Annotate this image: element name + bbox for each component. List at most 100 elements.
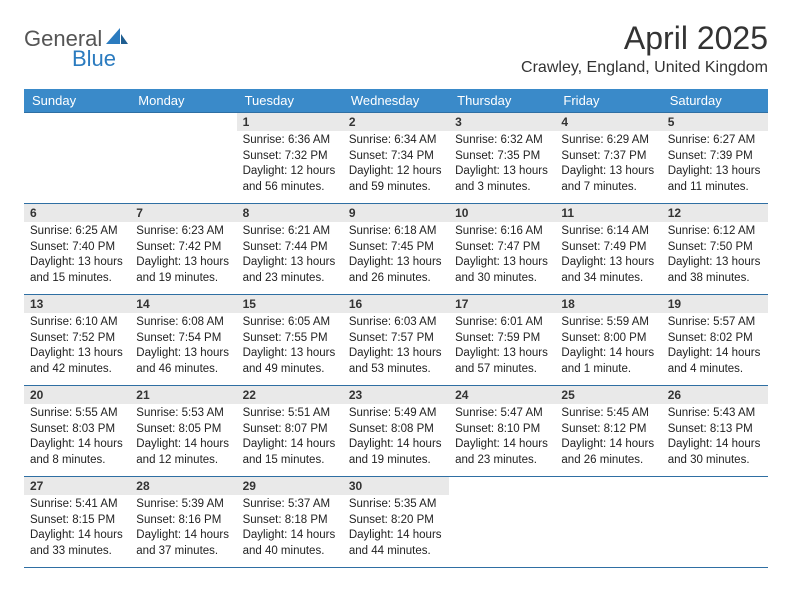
calendar-cell bbox=[662, 477, 768, 568]
sunset-line: Sunset: 7:54 PM bbox=[136, 331, 230, 347]
day-number: 13 bbox=[24, 295, 130, 313]
sunrise-line: Sunrise: 6:16 AM bbox=[455, 224, 549, 240]
daylight-line: Daylight: 13 hours and 38 minutes. bbox=[668, 255, 762, 286]
sunrise-line: Sunrise: 6:32 AM bbox=[455, 133, 549, 149]
day-details: Sunrise: 6:29 AMSunset: 7:37 PMDaylight:… bbox=[555, 131, 661, 203]
daylight-line: Daylight: 13 hours and 3 minutes. bbox=[455, 164, 549, 195]
sunrise-line: Sunrise: 5:49 AM bbox=[349, 406, 443, 422]
weekday-head: Friday bbox=[555, 89, 661, 113]
sunset-line: Sunset: 8:16 PM bbox=[136, 513, 230, 529]
sunrise-line: Sunrise: 6:36 AM bbox=[243, 133, 337, 149]
daylight-line: Daylight: 14 hours and 40 minutes. bbox=[243, 528, 337, 559]
calendar-cell: 11Sunrise: 6:14 AMSunset: 7:49 PMDayligh… bbox=[555, 204, 661, 295]
sunset-line: Sunset: 7:55 PM bbox=[243, 331, 337, 347]
day-number: 12 bbox=[662, 204, 768, 222]
calendar-cell: 18Sunrise: 5:59 AMSunset: 8:00 PMDayligh… bbox=[555, 295, 661, 386]
daylight-line: Daylight: 13 hours and 23 minutes. bbox=[243, 255, 337, 286]
day-number: 7 bbox=[130, 204, 236, 222]
sunset-line: Sunset: 7:35 PM bbox=[455, 149, 549, 165]
calendar-cell: 19Sunrise: 5:57 AMSunset: 8:02 PMDayligh… bbox=[662, 295, 768, 386]
calendar-row: 6Sunrise: 6:25 AMSunset: 7:40 PMDaylight… bbox=[24, 204, 768, 295]
sunset-line: Sunset: 8:18 PM bbox=[243, 513, 337, 529]
daylight-line: Daylight: 13 hours and 46 minutes. bbox=[136, 346, 230, 377]
header: General Blue April 2025 Crawley, England… bbox=[24, 20, 768, 77]
day-number: 22 bbox=[237, 386, 343, 404]
sunrise-line: Sunrise: 5:53 AM bbox=[136, 406, 230, 422]
calendar-cell: 20Sunrise: 5:55 AMSunset: 8:03 PMDayligh… bbox=[24, 386, 130, 477]
day-number: 14 bbox=[130, 295, 236, 313]
sunrise-line: Sunrise: 5:39 AM bbox=[136, 497, 230, 513]
day-number: 25 bbox=[555, 386, 661, 404]
day-details: Sunrise: 6:12 AMSunset: 7:50 PMDaylight:… bbox=[662, 222, 768, 294]
calendar-cell bbox=[555, 477, 661, 568]
day-details: Sunrise: 5:43 AMSunset: 8:13 PMDaylight:… bbox=[662, 404, 768, 476]
sunset-line: Sunset: 8:07 PM bbox=[243, 422, 337, 438]
day-details: Sunrise: 6:32 AMSunset: 7:35 PMDaylight:… bbox=[449, 131, 555, 203]
sunset-line: Sunset: 8:15 PM bbox=[30, 513, 124, 529]
day-details: Sunrise: 6:05 AMSunset: 7:55 PMDaylight:… bbox=[237, 313, 343, 385]
day-number: 15 bbox=[237, 295, 343, 313]
calendar-body: 1Sunrise: 6:36 AMSunset: 7:32 PMDaylight… bbox=[24, 113, 768, 568]
day-number: 8 bbox=[237, 204, 343, 222]
daylight-line: Daylight: 14 hours and 44 minutes. bbox=[349, 528, 443, 559]
sunrise-line: Sunrise: 5:41 AM bbox=[30, 497, 124, 513]
calendar-cell: 16Sunrise: 6:03 AMSunset: 7:57 PMDayligh… bbox=[343, 295, 449, 386]
daylight-line: Daylight: 13 hours and 42 minutes. bbox=[30, 346, 124, 377]
day-details: Sunrise: 5:35 AMSunset: 8:20 PMDaylight:… bbox=[343, 495, 449, 567]
day-details: Sunrise: 5:47 AMSunset: 8:10 PMDaylight:… bbox=[449, 404, 555, 476]
calendar-cell: 8Sunrise: 6:21 AMSunset: 7:44 PMDaylight… bbox=[237, 204, 343, 295]
day-details: Sunrise: 6:14 AMSunset: 7:49 PMDaylight:… bbox=[555, 222, 661, 294]
logo: General Blue bbox=[24, 26, 128, 52]
daylight-line: Daylight: 13 hours and 26 minutes. bbox=[349, 255, 443, 286]
day-details: Sunrise: 6:36 AMSunset: 7:32 PMDaylight:… bbox=[237, 131, 343, 203]
daylight-line: Daylight: 13 hours and 11 minutes. bbox=[668, 164, 762, 195]
calendar-cell: 28Sunrise: 5:39 AMSunset: 8:16 PMDayligh… bbox=[130, 477, 236, 568]
day-number: 24 bbox=[449, 386, 555, 404]
day-details: Sunrise: 5:53 AMSunset: 8:05 PMDaylight:… bbox=[130, 404, 236, 476]
sunset-line: Sunset: 8:05 PM bbox=[136, 422, 230, 438]
calendar-cell bbox=[24, 113, 130, 204]
daylight-line: Daylight: 13 hours and 34 minutes. bbox=[561, 255, 655, 286]
daylight-line: Daylight: 14 hours and 37 minutes. bbox=[136, 528, 230, 559]
day-details: Sunrise: 6:10 AMSunset: 7:52 PMDaylight:… bbox=[24, 313, 130, 385]
calendar-cell: 14Sunrise: 6:08 AMSunset: 7:54 PMDayligh… bbox=[130, 295, 236, 386]
sunrise-line: Sunrise: 6:05 AM bbox=[243, 315, 337, 331]
day-number: 28 bbox=[130, 477, 236, 495]
sunset-line: Sunset: 8:00 PM bbox=[561, 331, 655, 347]
title-block: April 2025 Crawley, England, United King… bbox=[521, 20, 768, 77]
sunset-line: Sunset: 7:37 PM bbox=[561, 149, 655, 165]
day-details: Sunrise: 6:23 AMSunset: 7:42 PMDaylight:… bbox=[130, 222, 236, 294]
day-details: Sunrise: 5:49 AMSunset: 8:08 PMDaylight:… bbox=[343, 404, 449, 476]
sunrise-line: Sunrise: 6:34 AM bbox=[349, 133, 443, 149]
day-number: 10 bbox=[449, 204, 555, 222]
calendar-cell: 21Sunrise: 5:53 AMSunset: 8:05 PMDayligh… bbox=[130, 386, 236, 477]
day-number: 1 bbox=[237, 113, 343, 131]
calendar-cell: 4Sunrise: 6:29 AMSunset: 7:37 PMDaylight… bbox=[555, 113, 661, 204]
sunrise-line: Sunrise: 5:47 AM bbox=[455, 406, 549, 422]
calendar-cell: 22Sunrise: 5:51 AMSunset: 8:07 PMDayligh… bbox=[237, 386, 343, 477]
day-number: 18 bbox=[555, 295, 661, 313]
day-number: 16 bbox=[343, 295, 449, 313]
day-number: 23 bbox=[343, 386, 449, 404]
day-number: 21 bbox=[130, 386, 236, 404]
day-details: Sunrise: 5:39 AMSunset: 8:16 PMDaylight:… bbox=[130, 495, 236, 567]
day-number: 20 bbox=[24, 386, 130, 404]
day-number: 6 bbox=[24, 204, 130, 222]
calendar-row: 20Sunrise: 5:55 AMSunset: 8:03 PMDayligh… bbox=[24, 386, 768, 477]
sunrise-line: Sunrise: 6:25 AM bbox=[30, 224, 124, 240]
sunset-line: Sunset: 7:42 PM bbox=[136, 240, 230, 256]
weekday-head: Wednesday bbox=[343, 89, 449, 113]
weekday-head: Monday bbox=[130, 89, 236, 113]
sunset-line: Sunset: 7:45 PM bbox=[349, 240, 443, 256]
sunrise-line: Sunrise: 5:35 AM bbox=[349, 497, 443, 513]
sunset-line: Sunset: 7:32 PM bbox=[243, 149, 337, 165]
day-number: 9 bbox=[343, 204, 449, 222]
day-number: 17 bbox=[449, 295, 555, 313]
calendar-row: 27Sunrise: 5:41 AMSunset: 8:15 PMDayligh… bbox=[24, 477, 768, 568]
sunset-line: Sunset: 7:39 PM bbox=[668, 149, 762, 165]
calendar-row: 1Sunrise: 6:36 AMSunset: 7:32 PMDaylight… bbox=[24, 113, 768, 204]
calendar-cell: 25Sunrise: 5:45 AMSunset: 8:12 PMDayligh… bbox=[555, 386, 661, 477]
daylight-line: Daylight: 14 hours and 1 minute. bbox=[561, 346, 655, 377]
calendar-cell: 12Sunrise: 6:12 AMSunset: 7:50 PMDayligh… bbox=[662, 204, 768, 295]
calendar-cell: 2Sunrise: 6:34 AMSunset: 7:34 PMDaylight… bbox=[343, 113, 449, 204]
